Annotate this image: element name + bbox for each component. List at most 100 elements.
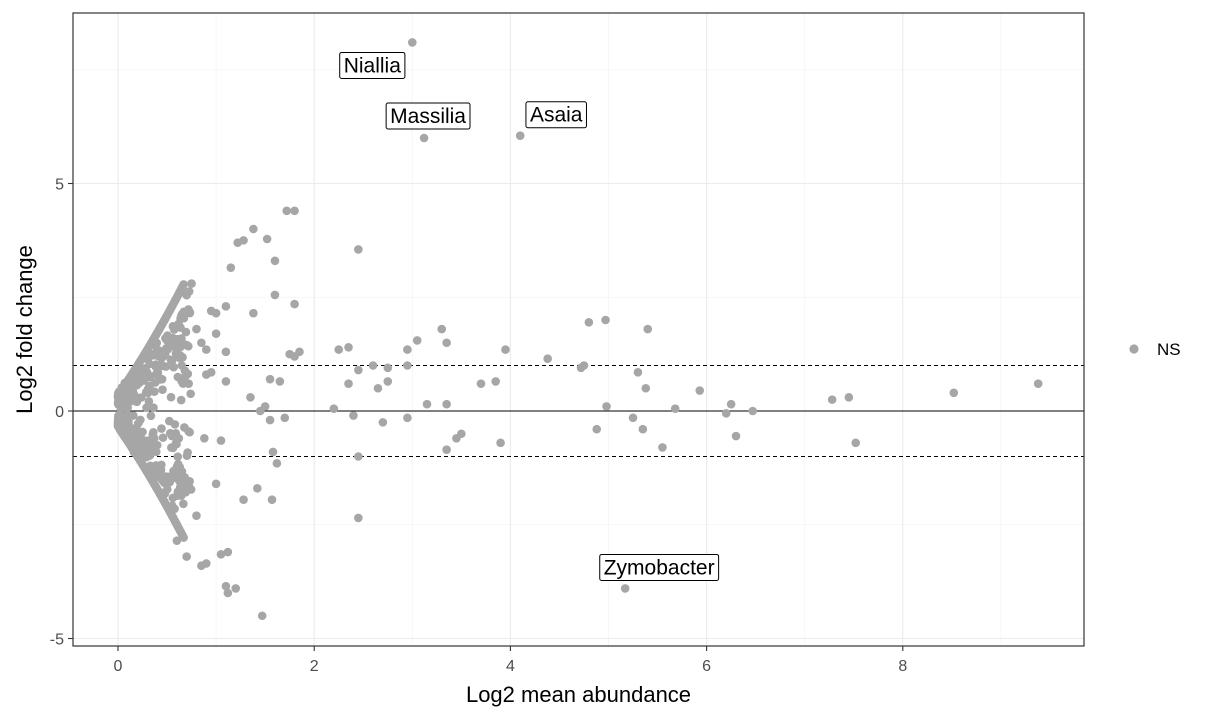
- data-point: [344, 343, 353, 352]
- data-point: [144, 371, 154, 381]
- data-point: [143, 384, 153, 394]
- data-point: [442, 399, 451, 409]
- data-point: [174, 434, 184, 443]
- data-point: [216, 550, 226, 559]
- data-point: [168, 493, 178, 503]
- data-point: [239, 495, 248, 505]
- data-point: [184, 427, 193, 436]
- y-axis-title: Log2 fold change: [12, 245, 37, 414]
- data-point: [949, 388, 959, 398]
- data-point: [844, 393, 854, 402]
- data-point: [167, 340, 177, 350]
- data-point: [403, 345, 412, 354]
- legend: NS: [1129, 340, 1181, 359]
- data-point: [827, 395, 837, 404]
- data-point: [290, 299, 299, 309]
- data-point: [176, 491, 186, 501]
- data-point: [334, 345, 344, 354]
- data-point: [851, 438, 861, 448]
- data-point: [282, 206, 292, 216]
- data-point: [670, 404, 680, 414]
- x-tick-label: 6: [702, 658, 711, 675]
- data-point: [182, 340, 191, 350]
- data-point: [158, 385, 167, 394]
- data-point: [349, 411, 358, 420]
- data-point: [620, 584, 630, 593]
- data-point: [176, 395, 186, 405]
- data-point: [592, 424, 602, 434]
- data-point: [168, 322, 178, 331]
- data-point: [201, 345, 211, 354]
- data-point: [1033, 379, 1043, 389]
- data-point: [184, 379, 193, 389]
- data-point: [158, 433, 168, 442]
- data-point: [442, 338, 451, 348]
- data-point: [368, 361, 378, 370]
- annotation-zymobacter: Zymobacter: [599, 553, 720, 581]
- annotation-box: [599, 553, 720, 581]
- data-point: [476, 379, 486, 389]
- data-point: [601, 315, 610, 325]
- data-point: [172, 536, 182, 545]
- data-point: [157, 460, 166, 470]
- y-tick-label: 5: [55, 177, 64, 194]
- data-point: [180, 473, 190, 482]
- data-point: [731, 431, 741, 441]
- data-point: [408, 38, 417, 47]
- data-point: [403, 361, 412, 370]
- data-point: [136, 415, 145, 425]
- annotation-label: Zymobacter: [604, 556, 715, 579]
- data-point: [177, 377, 187, 386]
- data-point: [152, 440, 162, 450]
- data-point: [491, 377, 500, 386]
- point-annotations: Niallia Massilia Asaia Zymobacter: [339, 51, 720, 581]
- data-point: [272, 459, 282, 468]
- legend-key: [1129, 344, 1139, 354]
- data-point: [641, 383, 651, 393]
- data-point: [178, 482, 188, 492]
- data-point: [167, 356, 177, 366]
- y-tick-label: 0: [55, 404, 64, 421]
- data-point: [344, 379, 353, 389]
- data-point: [249, 224, 258, 234]
- data-point: [270, 290, 280, 300]
- data-point: [192, 511, 201, 520]
- data-point: [280, 413, 290, 423]
- x-tick-label: 2: [310, 658, 319, 675]
- data-point: [149, 403, 158, 413]
- data-point: [383, 363, 393, 373]
- data-point: [422, 399, 432, 409]
- data-point: [144, 396, 154, 406]
- data-point: [412, 336, 422, 345]
- data-point: [183, 448, 192, 457]
- x-tick-label: 8: [898, 658, 907, 675]
- data-point: [638, 424, 648, 434]
- data-point: [285, 349, 294, 359]
- data-point: [201, 559, 211, 568]
- x-tick-label: 0: [114, 658, 123, 675]
- data-point: [221, 347, 231, 357]
- data-point: [206, 306, 216, 316]
- data-point: [419, 133, 429, 143]
- data-point: [253, 484, 262, 493]
- data-point: [175, 462, 184, 472]
- data-point: [695, 386, 705, 395]
- data-point: [270, 256, 280, 266]
- data-point: [166, 392, 176, 402]
- data-point: [179, 533, 188, 542]
- data-point: [579, 361, 589, 370]
- annotation-label: Niallia: [344, 54, 402, 77]
- data-point: [200, 434, 209, 443]
- data-point: [146, 411, 156, 421]
- data-point: [262, 234, 272, 244]
- data-points: [113, 38, 1043, 621]
- annotation-box: [385, 102, 471, 130]
- data-point: [239, 236, 248, 245]
- data-point: [177, 361, 187, 370]
- data-point: [496, 438, 505, 448]
- data-point: [135, 427, 144, 437]
- data-point: [255, 406, 265, 416]
- data-point: [383, 377, 393, 386]
